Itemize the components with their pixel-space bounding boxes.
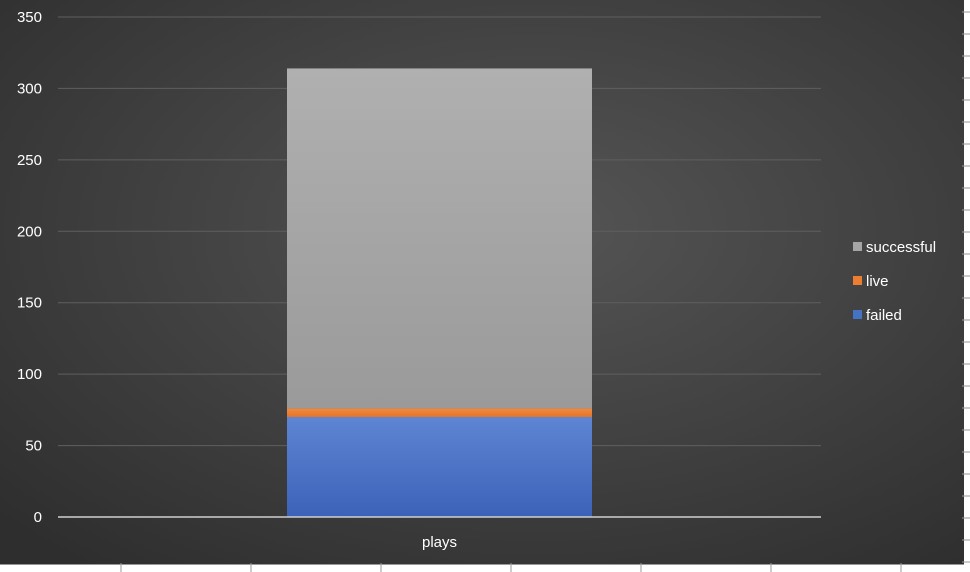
bar-failed <box>287 417 592 517</box>
legend-label-successful: successful <box>866 239 936 256</box>
y-tick-label: 200 <box>17 223 42 240</box>
legend-swatch-live <box>853 276 862 285</box>
y-tick-label: 0 <box>34 509 42 526</box>
y-tick-label: 150 <box>17 295 42 312</box>
y-tick-label: 100 <box>17 366 42 383</box>
y-axis-tick-labels: 0 50 100 150 200 250 300 350 <box>17 9 42 526</box>
legend: successful live failed <box>853 239 936 324</box>
bar-successful <box>287 68 592 409</box>
legend-swatch-successful <box>853 242 862 251</box>
right-frame-strip <box>964 0 970 572</box>
legend-label-failed: failed <box>866 307 902 324</box>
x-tick-label: plays <box>422 534 457 551</box>
legend-swatch-failed <box>853 310 862 319</box>
y-tick-label: 250 <box>17 152 42 169</box>
y-tick-label: 300 <box>17 80 42 97</box>
x-axis-tick-labels: plays <box>422 534 457 551</box>
y-tick-label: 50 <box>25 438 42 455</box>
bars <box>287 68 592 517</box>
legend-label-live: live <box>866 273 889 290</box>
bottom-frame-strip <box>0 565 970 572</box>
y-tick-label: 350 <box>17 9 42 26</box>
bar-live <box>287 408 592 417</box>
